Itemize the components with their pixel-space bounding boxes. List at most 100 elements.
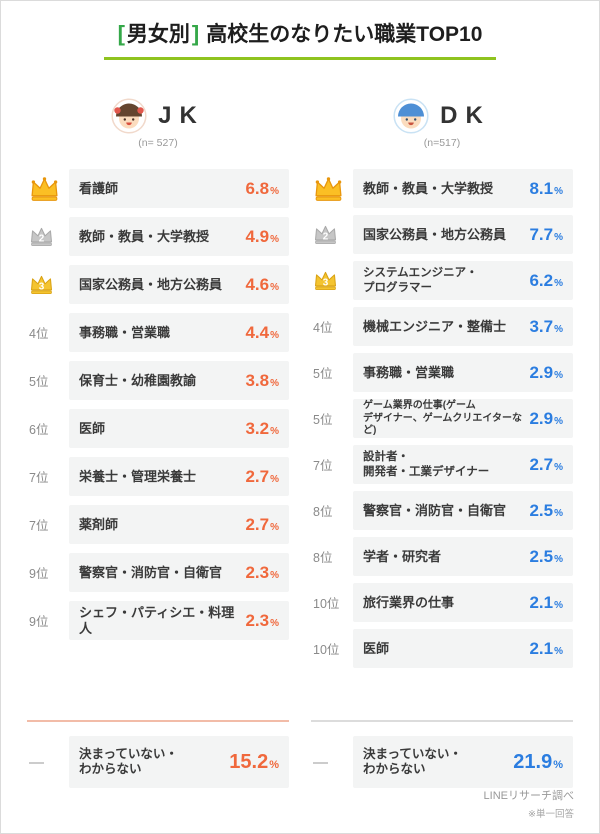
rank-indicator [311,169,353,208]
percent-sign: % [270,377,279,389]
percent-number: 4.4 [245,322,270,342]
avatar-icon [393,98,429,134]
footer: LINEリサーチ調べ ※単一回答 [484,787,574,820]
ranking-row: 2 国家公務員・地方公務員 7.7% [311,215,573,255]
job-name: 医師 [79,420,106,436]
title-heading: [男女別] 高校生のなりたい職業TOP10 [1,20,599,48]
job-box: 設計者・ 開発者・工業デザイナー 2.7% [353,445,573,485]
percent-sign: % [554,553,563,565]
job-box: 警察官・消防官・自衛官 2.3% [69,553,289,593]
ranking-row: 2 教師・教員・大学教授 4.9% [27,217,289,257]
percent-number: 8.1 [529,178,554,198]
percent-number: 6.8 [245,178,270,198]
sample-size-label: (n=517) [423,137,461,150]
rank-indicator: 2 [311,215,353,254]
ranking-row: 3 システムエンジニア・ プログラマー 6.2% [311,261,573,301]
job-box: 保育士・幼稚園教諭 3.8% [69,361,289,401]
percent-value: 15.2% [229,751,279,774]
job-box: 機械エンジニア・整備士 3.7% [353,307,573,347]
rank-indicator: 7位 [29,519,49,534]
percent-sign: % [270,569,279,581]
ranking-row: 5位 保育士・幼稚園教諭 3.8% [27,361,289,401]
job-box: ゲーム業界の仕事(ゲーム デザイナー、ゲームクリエイターなど) 2.9% [353,399,573,439]
percent-number: 2.5 [529,546,554,566]
job-box: 看護師 6.8% [69,169,289,209]
ranking-rows: 教師・教員・大学教授 8.1% 2 国家公務員・地方公務員 7.7% 3 システ… [311,169,573,669]
percent-number: 3.2 [245,418,270,438]
percent-value: 4.9% [245,227,279,247]
percent-sign: % [269,758,279,771]
rank-indicator: 9位 [29,567,49,582]
percent-sign: % [554,645,563,657]
avatar-icon [111,98,147,134]
job-box: 医師 3.2% [69,409,289,449]
survey-note: ※単一回答 [528,809,574,820]
dk-ranking-column: DK (n=517) 教師・教員・大学教授 8.1% 2 国家公務員・地方公務員… [311,98,573,789]
crown-rank-1-icon [315,176,342,201]
percent-value: 2.7% [245,467,279,487]
job-box: 教師・教員・大学教授 8.1% [353,169,573,209]
job-box: 国家公務員・地方公務員 7.7% [353,215,573,255]
crown-rank-3-icon: 3 [314,272,337,291]
percent-sign: % [554,599,563,611]
percent-sign: % [554,277,563,289]
job-box: 薬剤師 2.7% [69,505,289,545]
rank-indicator: 8位 [313,551,333,566]
title-underline [104,57,496,61]
crown-rank-2-icon: 2 [314,226,337,245]
rank-indicator: 10位 [313,643,340,658]
rank-indicator: — [29,753,44,771]
job-name: 事務職・営業職 [79,324,171,340]
ranking-columns: JK (n= 527) 看護師 6.8% 2 教師・教員・大学教授 4.9% 3… [1,98,599,789]
crown-rank-3-icon: 3 [30,276,53,295]
ranking-row: 5位 ゲーム業界の仕事(ゲーム デザイナー、ゲームクリエイターなど) 2.9% [311,399,573,439]
percent-number: 3.7 [529,316,554,336]
sample-size-label: (n= 527) [138,137,178,150]
percent-value: 2.3% [245,611,279,631]
jk-ranking-column: JK (n= 527) 看護師 6.8% 2 教師・教員・大学教授 4.9% 3… [27,98,289,789]
percent-value: 2.9% [529,363,563,383]
percent-sign: % [554,231,563,243]
crown-rank-2-icon: 2 [30,228,53,247]
job-name: 決まっていない・ わからない [79,746,178,777]
dk-avatar-icon [393,98,429,134]
ranking-rows: 看護師 6.8% 2 教師・教員・大学教授 4.9% 3 国家公務員・地方公務員… [27,169,289,641]
percent-value: 21.9% [513,751,563,774]
percent-sign: % [270,425,279,437]
rank-indicator: 3 [27,265,69,304]
rank-indicator: 4位 [313,321,333,336]
title-bracket-open: [ [117,21,125,46]
title-bracket-close: ] [191,21,200,46]
undecided-row: — 決まっていない・ わからない 21.9% [311,736,573,789]
percent-number: 7.7 [529,224,554,244]
percent-number: 4.6 [245,274,270,294]
job-name: 栄養士・管理栄養士 [79,468,197,484]
percent-sign: % [270,617,279,629]
divider-line [27,720,289,723]
ranking-row: 教師・教員・大学教授 8.1% [311,169,573,209]
job-box: 教師・教員・大学教授 4.9% [69,217,289,257]
job-name: 設計者・ 開発者・工業デザイナー [363,451,490,478]
percent-sign: % [270,233,279,245]
undecided-slot: — 決まっていない・ わからない 21.9% [311,736,573,789]
rank-indicator: 4位 [29,327,49,342]
job-name: 警察官・消防官・自衛官 [363,502,507,518]
ranking-row: 看護師 6.8% [27,169,289,209]
percent-number: 2.3 [245,610,270,630]
ranking-row: 10位 旅行業界の仕事 2.1% [311,583,573,623]
rank-indicator: 10位 [313,597,340,612]
svg-text:3: 3 [39,282,45,293]
job-name: 旅行業界の仕事 [363,594,455,610]
percent-number: 2.1 [529,638,554,658]
percent-number: 6.2 [529,270,554,290]
job-box: 警察官・消防官・自衛官 2.5% [353,491,573,531]
percent-value: 3.7% [529,317,563,337]
percent-number: 2.5 [529,500,554,520]
job-box: 学者・研究者 2.5% [353,537,573,577]
ranking-row: 7位 薬剤師 2.7% [27,505,289,545]
ranking-row: 5位 事務職・営業職 2.9% [311,353,573,393]
job-box: 決まっていない・ わからない 21.9% [353,736,573,789]
job-box: 栄養士・管理栄養士 2.7% [69,457,289,497]
title-category-label: 男女別 [126,23,190,46]
